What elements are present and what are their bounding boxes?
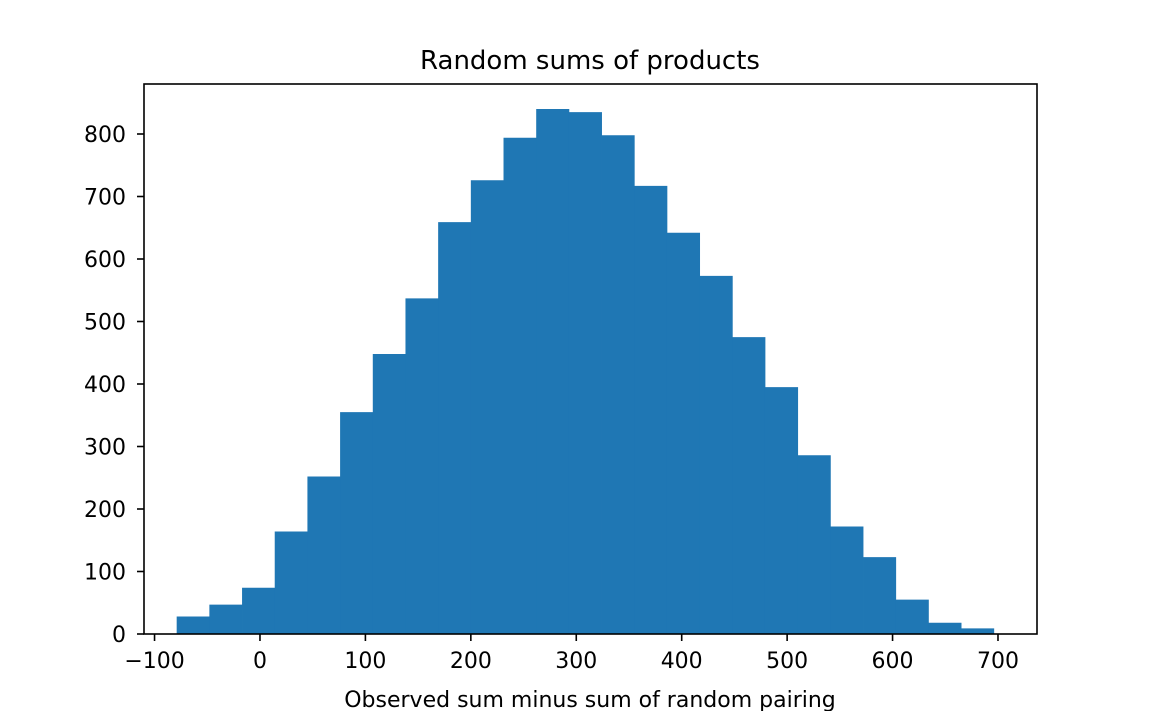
histogram-bar bbox=[732, 337, 766, 635]
x-tick-label: 200 bbox=[450, 649, 492, 674]
x-axis-title: Observed sum minus sum of random pairing bbox=[344, 688, 836, 711]
x-tick-label: 100 bbox=[344, 649, 386, 674]
x-tick-label: 300 bbox=[555, 649, 597, 674]
histogram-bar bbox=[764, 387, 799, 635]
x-tick-label: 400 bbox=[661, 649, 703, 674]
histogram-bar bbox=[503, 137, 537, 634]
y-tick-label: 200 bbox=[84, 498, 126, 523]
x-tick-label: 500 bbox=[766, 649, 808, 674]
histogram-bar bbox=[863, 557, 897, 635]
histogram-bar bbox=[666, 232, 701, 634]
x-tick-label: 700 bbox=[977, 649, 1019, 674]
histogram-bar bbox=[242, 587, 276, 634]
y-tick-label: 0 bbox=[112, 623, 126, 648]
histogram-bar bbox=[830, 526, 864, 634]
histogram-bar bbox=[568, 112, 602, 635]
histogram-bar bbox=[405, 298, 439, 635]
y-tick-label: 800 bbox=[84, 123, 126, 148]
histogram-bar bbox=[699, 275, 733, 635]
y-tick-label: 600 bbox=[84, 248, 126, 273]
y-tick-label: 300 bbox=[84, 436, 126, 461]
x-tick-label: 0 bbox=[253, 649, 267, 674]
x-axis-ticks: −100 0 100 200 300 400 500 600 700 bbox=[124, 634, 1019, 674]
y-tick-label: 500 bbox=[84, 311, 126, 336]
histogram-bar bbox=[176, 616, 210, 634]
y-axis-ticks: 0 100 200 300 400 500 600 700 800 bbox=[84, 123, 144, 648]
histogram-bar bbox=[470, 180, 504, 634]
x-tick-label: −100 bbox=[124, 649, 184, 674]
histogram-bar bbox=[928, 622, 962, 634]
y-tick-label: 700 bbox=[84, 186, 126, 211]
histogram-bar bbox=[372, 354, 406, 634]
plot-frame bbox=[143, 83, 1038, 635]
chart-title: Random sums of products bbox=[420, 46, 760, 76]
histogram-bar bbox=[274, 531, 308, 634]
x-tick-label: 600 bbox=[872, 649, 914, 674]
histogram-bar bbox=[536, 109, 570, 634]
histogram-bar bbox=[797, 455, 831, 634]
histogram-bar bbox=[209, 604, 243, 635]
histogram-bar bbox=[961, 628, 995, 635]
histogram-bar bbox=[438, 222, 472, 635]
histogram-bar bbox=[895, 599, 929, 635]
histogram-bar bbox=[634, 185, 668, 635]
histogram-bar bbox=[307, 476, 341, 634]
y-tick-label: 100 bbox=[84, 561, 126, 586]
histogram-bar bbox=[340, 412, 374, 635]
bars-group bbox=[176, 109, 995, 635]
y-tick-label: 400 bbox=[84, 373, 126, 398]
histogram-bar bbox=[601, 135, 635, 634]
